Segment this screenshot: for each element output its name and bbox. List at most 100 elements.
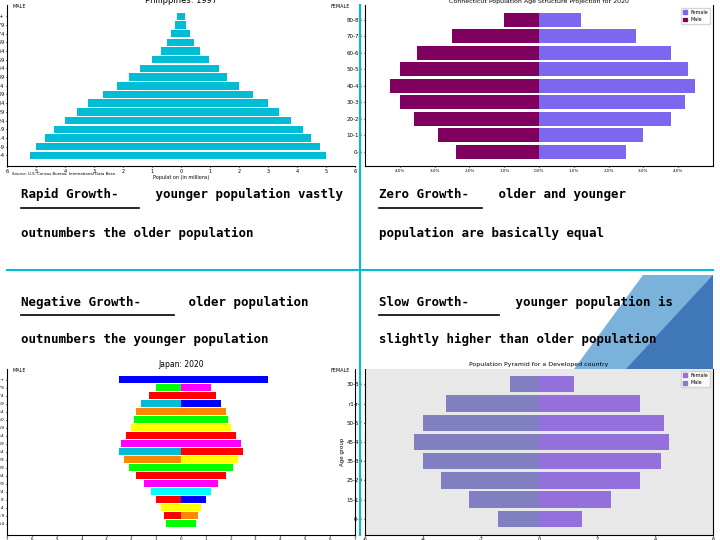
Bar: [441, 472, 539, 489]
Bar: [129, 73, 181, 81]
Bar: [181, 504, 201, 511]
Bar: [119, 448, 181, 455]
Text: MALE: MALE: [12, 4, 26, 10]
Text: outnumbers the older population: outnumbers the older population: [21, 227, 253, 240]
Bar: [36, 143, 181, 150]
Bar: [117, 82, 181, 90]
Bar: [181, 496, 206, 503]
Y-axis label: Age group: Age group: [340, 437, 345, 466]
Bar: [539, 145, 626, 159]
Bar: [181, 134, 311, 141]
Bar: [181, 376, 268, 383]
Bar: [77, 108, 181, 116]
Bar: [181, 456, 238, 463]
Bar: [156, 384, 181, 391]
Bar: [181, 448, 243, 455]
Bar: [181, 108, 279, 116]
Bar: [161, 504, 181, 511]
Text: population are basically equal: population are basically equal: [379, 227, 604, 240]
Bar: [181, 432, 235, 439]
Bar: [134, 416, 181, 423]
Bar: [181, 30, 190, 37]
Text: older and younger: older and younger: [491, 188, 626, 201]
Text: Slow Growth-: Slow Growth-: [379, 296, 469, 309]
Bar: [539, 491, 611, 508]
Bar: [175, 22, 181, 29]
Bar: [181, 13, 185, 20]
Bar: [181, 392, 216, 399]
Bar: [390, 79, 539, 93]
Bar: [438, 129, 539, 143]
Bar: [181, 440, 240, 447]
Bar: [161, 48, 181, 55]
Bar: [539, 112, 671, 126]
Bar: [156, 496, 181, 503]
Text: FEMALE: FEMALE: [330, 4, 350, 10]
Bar: [141, 400, 181, 407]
Bar: [498, 511, 539, 527]
Bar: [181, 416, 228, 423]
Bar: [129, 464, 181, 471]
Bar: [181, 152, 326, 159]
Text: Zero Growth-: Zero Growth-: [379, 188, 469, 201]
Text: MALE: MALE: [12, 368, 26, 373]
Bar: [415, 434, 539, 450]
Bar: [65, 117, 181, 124]
Bar: [181, 424, 230, 431]
Title: Connecticut Population Age Structure Projection for 2020: Connecticut Population Age Structure Pro…: [449, 0, 629, 4]
Bar: [400, 96, 539, 110]
Bar: [400, 62, 539, 76]
Bar: [469, 491, 539, 508]
Bar: [181, 39, 194, 46]
Bar: [539, 13, 581, 27]
Bar: [181, 472, 225, 479]
Text: Source: U.S. Census Bureau, International Data Base.: Source: U.S. Census Bureau, Internationa…: [12, 172, 117, 177]
Bar: [163, 512, 181, 519]
Bar: [446, 395, 539, 411]
Bar: [122, 440, 181, 447]
Bar: [181, 520, 196, 527]
Bar: [456, 145, 539, 159]
Bar: [181, 82, 239, 90]
Text: Rapid Growth-: Rapid Growth-: [21, 188, 119, 201]
Bar: [136, 472, 181, 479]
Bar: [131, 424, 181, 431]
Bar: [423, 415, 539, 431]
Text: FEMALE: FEMALE: [330, 368, 350, 373]
Bar: [539, 472, 640, 489]
Bar: [181, 480, 218, 487]
Bar: [539, 415, 664, 431]
Bar: [181, 56, 209, 64]
Bar: [149, 392, 181, 399]
Bar: [171, 30, 181, 37]
Text: younger population vastly: younger population vastly: [148, 188, 343, 201]
Polygon shape: [574, 275, 713, 369]
Bar: [181, 117, 291, 124]
Bar: [423, 453, 539, 469]
Bar: [181, 488, 211, 495]
Text: outnumbers the younger population: outnumbers the younger population: [21, 333, 269, 346]
Bar: [181, 384, 211, 391]
Title: Philippines: 1997: Philippines: 1997: [145, 0, 217, 5]
Title: Population Pyramid for a Developed country: Population Pyramid for a Developed count…: [469, 362, 608, 367]
Bar: [152, 56, 181, 64]
Bar: [181, 22, 186, 29]
Bar: [30, 152, 181, 159]
Bar: [539, 96, 685, 110]
Bar: [510, 376, 539, 393]
Bar: [151, 488, 181, 495]
Bar: [539, 453, 661, 469]
Bar: [140, 65, 181, 72]
Bar: [539, 395, 640, 411]
Bar: [181, 48, 200, 55]
Bar: [181, 464, 233, 471]
Bar: [539, 79, 696, 93]
Bar: [181, 400, 221, 407]
Bar: [539, 376, 574, 393]
Bar: [176, 13, 181, 20]
Bar: [166, 520, 181, 527]
Bar: [136, 408, 181, 415]
Bar: [124, 456, 181, 463]
Polygon shape: [626, 275, 713, 369]
Bar: [414, 112, 539, 126]
